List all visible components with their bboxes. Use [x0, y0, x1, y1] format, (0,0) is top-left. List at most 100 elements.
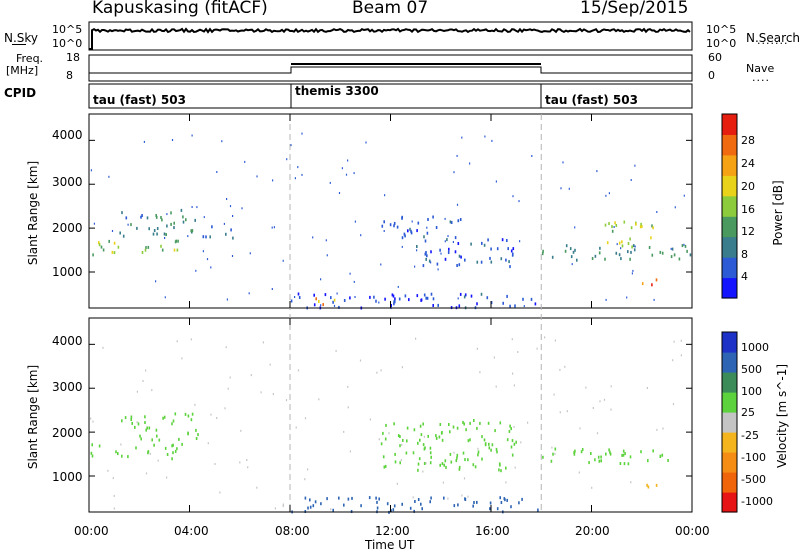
heatmap-cell: [190, 229, 192, 233]
heatmap-cell: [163, 232, 166, 236]
heatmap-cell: [416, 245, 418, 248]
heatmap-cell: [634, 245, 636, 248]
heatmap-cell: [178, 437, 180, 441]
heatmap-cell: [560, 187, 562, 190]
heatmap-cell: [156, 227, 159, 230]
heatmap-cell: [195, 428, 197, 432]
heatmap-cell: [343, 299, 346, 302]
heatmap-cell: [609, 452, 612, 456]
heatmap-cell: [496, 507, 499, 511]
heatmap-cell: [164, 296, 166, 299]
heatmap-cell: [686, 249, 688, 253]
heatmap-cell: [444, 240, 446, 243]
heatmap-cell: [312, 504, 315, 508]
heatmap-cell: [486, 296, 489, 300]
heatmap-cell: [610, 385, 612, 388]
velocity-cbar-tick-neg1000: -1000: [741, 495, 773, 508]
heatmap-cell: [464, 497, 466, 501]
heatmap-cell: [554, 339, 556, 342]
heatmap-cell: [297, 166, 299, 169]
heatmap-cell: [401, 366, 403, 369]
heatmap-cell: [148, 227, 150, 231]
heatmap-cell: [513, 425, 515, 428]
heatmap-cell: [422, 443, 425, 447]
heatmap-cell: [194, 218, 196, 222]
heatmap-cell: [510, 249, 513, 253]
heatmap-cell: [564, 365, 566, 368]
heatmap-cell: [313, 303, 316, 307]
heatmap-cell: [368, 496, 371, 500]
heatmap-cell: [151, 389, 153, 392]
heatmap-cell: [417, 221, 420, 225]
heatmap-cell: [606, 241, 609, 245]
freq-series-line: [89, 66, 692, 74]
heatmap-cell: [432, 304, 434, 307]
heatmap-cell: [661, 251, 664, 255]
heatmap-cell: [417, 498, 420, 501]
heatmap-cell: [470, 294, 473, 298]
heatmap-cell: [488, 442, 490, 446]
nsearch-label: N.Search: [746, 31, 800, 45]
heatmap-cell: [423, 462, 426, 465]
heatmap-cell: [673, 253, 676, 257]
heatmap-cell: [518, 200, 520, 203]
heatmap-cell: [401, 502, 403, 506]
heatmap-cell: [439, 248, 441, 252]
velocity-ytick-2000: 2000: [52, 426, 83, 440]
heatmap-cell: [137, 422, 140, 426]
heatmap-cell: [416, 294, 419, 298]
heatmap-cell: [457, 503, 459, 507]
heatmap-cell: [671, 247, 674, 251]
heatmap-cell: [574, 248, 576, 252]
heatmap-cell: [359, 359, 362, 362]
heatmap-cell: [508, 429, 511, 433]
heatmap-cell: [191, 412, 194, 416]
heatmap-cell: [573, 452, 576, 456]
heatmap-cell: [619, 462, 622, 465]
heatmap-cell: [165, 233, 167, 237]
heatmap-cell: [680, 354, 682, 357]
heatmap-cell: [611, 225, 613, 229]
heatmap-cell: [404, 294, 407, 298]
heatmap-cell: [590, 452, 592, 455]
heatmap-cell: [320, 278, 322, 281]
heatmap-cell: [420, 433, 423, 437]
heatmap-cell: [448, 423, 450, 426]
colorbar-segment: [722, 332, 737, 353]
heatmap-cell: [562, 161, 564, 164]
heatmap-cell: [407, 229, 409, 233]
heatmap-cell: [494, 429, 496, 433]
heatmap-cell: [130, 415, 133, 419]
heatmap-cell: [614, 221, 616, 225]
heatmap-cell: [176, 447, 178, 451]
heatmap-cell: [229, 376, 231, 379]
heatmap-cell: [91, 443, 93, 447]
heatmap-cell: [483, 243, 486, 247]
heatmap-cell: [113, 251, 116, 255]
heatmap-cell: [148, 426, 151, 430]
heatmap-cell: [226, 298, 228, 301]
colorbar-segment: [722, 257, 737, 279]
colorbar-segment: [722, 452, 737, 473]
mode-change-dashed-lines: [289, 114, 542, 512]
heatmap-cell: [594, 254, 597, 258]
xtick-3: 12:00: [375, 524, 410, 538]
colorbar-segment: [722, 277, 737, 299]
heatmap-cell: [246, 459, 248, 461]
heatmap-cell: [309, 498, 311, 502]
heatmap-cell: [615, 224, 618, 227]
heatmap-cell: [552, 452, 554, 456]
heatmap-cell: [297, 369, 300, 372]
power-ylabel: Slant Range [km]: [26, 160, 40, 266]
heatmap-cell: [376, 500, 378, 504]
heatmap-cell: [394, 300, 396, 304]
heatmap-cell: [489, 256, 491, 260]
heatmap-cell: [569, 247, 572, 251]
heatmap-cell: [605, 298, 607, 301]
cpid-panel-frame: [88, 83, 693, 109]
velocity-cbar-tick-25: 25: [741, 406, 755, 419]
heatmap-cell: [232, 236, 234, 240]
heatmap-cell: [541, 252, 544, 256]
heatmap-cell: [249, 252, 251, 255]
heatmap-cell: [477, 453, 479, 457]
